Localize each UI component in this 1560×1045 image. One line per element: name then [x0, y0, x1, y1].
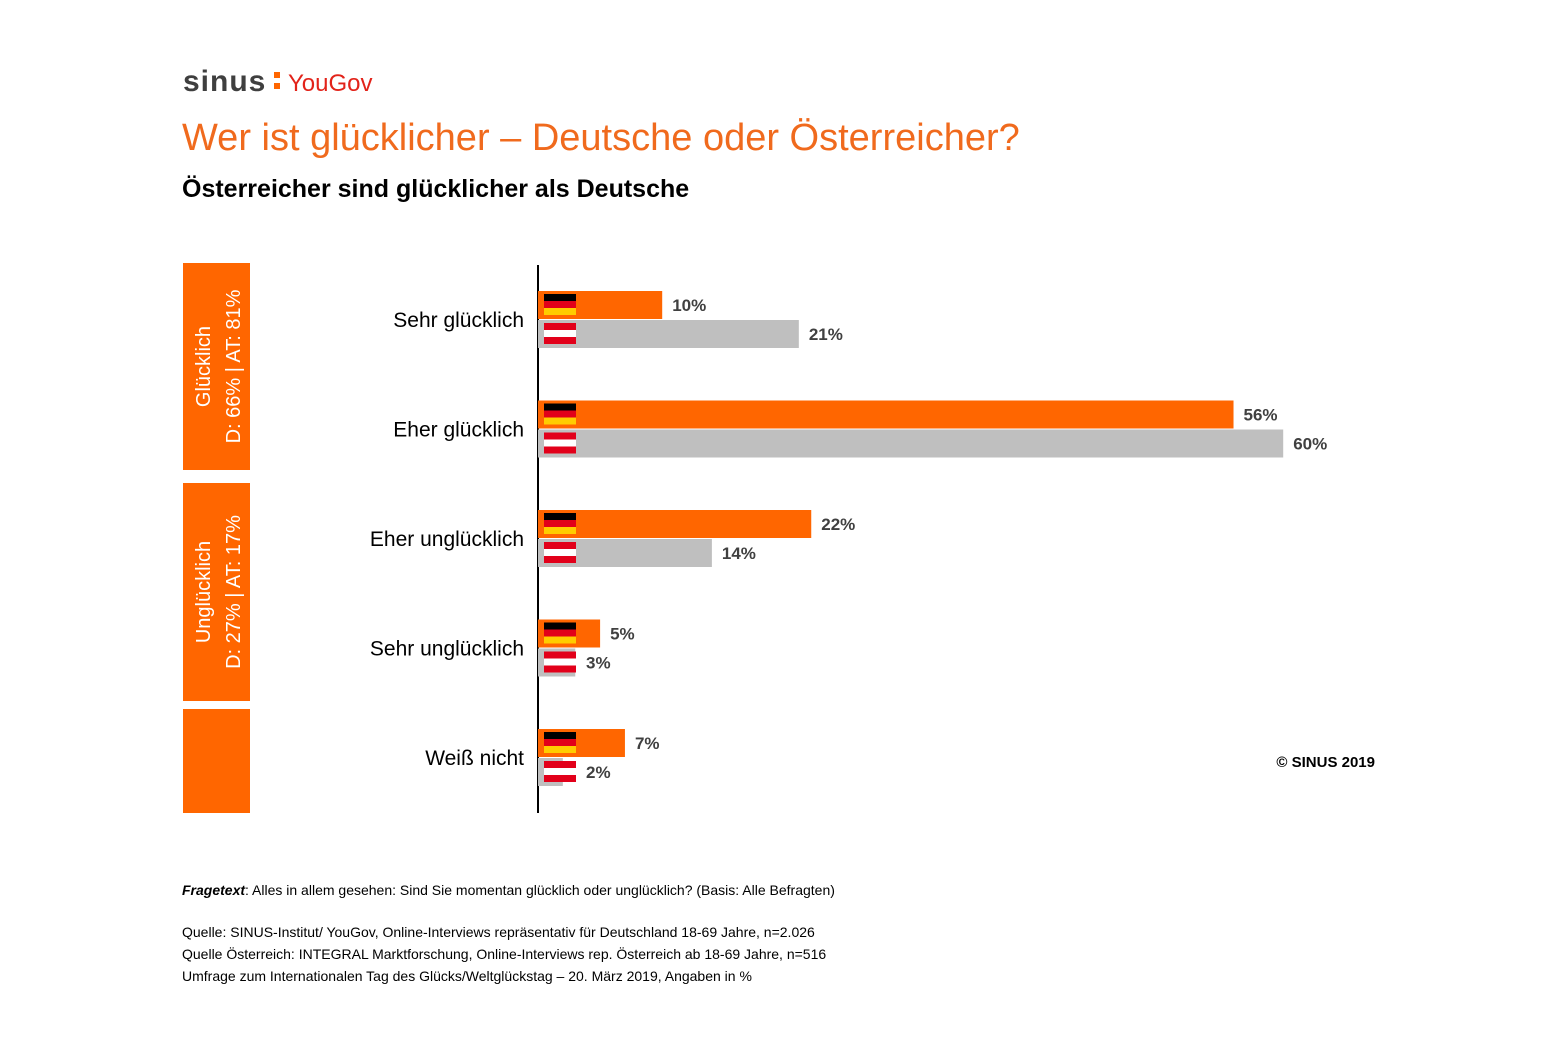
- footnote-question: Fragetext: Alles in allem gesehen: Sind …: [182, 882, 835, 898]
- flag-stripe: [544, 446, 576, 454]
- flag-stripe: [544, 417, 576, 425]
- flag-stripe: [544, 556, 576, 563]
- value-label: 10%: [672, 296, 706, 315]
- flag-stripe: [544, 746, 576, 753]
- value-label: 2%: [586, 763, 611, 782]
- flag-stripe: [544, 542, 576, 549]
- value-label: 22%: [821, 515, 855, 534]
- flag-stripe: [544, 439, 576, 447]
- flag-stripe: [544, 330, 576, 337]
- flag-stripe: [544, 629, 576, 637]
- flag-stripe: [544, 761, 576, 768]
- value-label: 21%: [809, 325, 843, 344]
- flag-stripe: [544, 775, 576, 782]
- logo-partner: YouGov: [288, 70, 373, 97]
- flag-stripe: [544, 665, 576, 673]
- flag-stripe: [544, 732, 576, 739]
- footnote-source: Quelle: SINUS-Institut/ YouGov, Online-I…: [182, 924, 815, 940]
- category-label: Weiß nicht: [425, 747, 524, 770]
- chart-title: Wer ist glücklicher – Deutsche oder Öste…: [182, 117, 1020, 159]
- question-text: : Alles in allem gesehen: Sind Sie momen…: [245, 882, 835, 898]
- flag-stripe: [544, 622, 576, 630]
- flag-stripe: [544, 768, 576, 775]
- group-box: [183, 483, 250, 701]
- flag-stripe: [544, 520, 576, 527]
- flag-stripe: [544, 403, 576, 411]
- question-label: Fragetext: [182, 882, 246, 898]
- copyright: © SINUS 2019: [1276, 754, 1375, 771]
- logo-brand: sinus: [183, 65, 266, 98]
- category-label: Eher unglücklich: [370, 528, 524, 551]
- logo-dot: [274, 72, 280, 78]
- flag-stripe: [544, 337, 576, 344]
- flag-stripe: [544, 739, 576, 746]
- footnote-source: Quelle Österreich: INTEGRAL Marktforschu…: [182, 945, 826, 962]
- category-label: Sehr glücklich: [393, 309, 524, 332]
- value-label: 5%: [610, 625, 635, 644]
- group-sublabel: D: 66% | AT: 81%: [223, 289, 245, 443]
- flag-stripe: [544, 636, 576, 644]
- bar: [538, 429, 1284, 458]
- value-label: 56%: [1244, 406, 1278, 425]
- flag-stripe: [544, 432, 576, 440]
- value-label: 7%: [635, 734, 660, 753]
- bar: [538, 400, 1234, 429]
- flag-stripe: [544, 549, 576, 556]
- flag-stripe: [544, 658, 576, 666]
- group-box: [183, 263, 250, 470]
- bar: [538, 510, 812, 538]
- group-sublabel: D: 27% | AT: 17%: [223, 515, 245, 669]
- flag-stripe: [544, 301, 576, 308]
- footnote-source: Umfrage zum Internationalen Tag des Glüc…: [182, 968, 752, 984]
- category-label: Eher glücklich: [393, 419, 524, 442]
- value-label: 14%: [722, 544, 756, 563]
- flag-stripe: [544, 527, 576, 534]
- bar: [538, 320, 799, 348]
- flag-stripe: [544, 308, 576, 315]
- logo-dot: [274, 83, 280, 89]
- group-box: [183, 709, 250, 813]
- flag-stripe: [544, 294, 576, 301]
- flag-stripe: [544, 651, 576, 659]
- category-label: Sehr unglücklich: [370, 638, 524, 661]
- value-label: 3%: [586, 654, 611, 673]
- flag-stripe: [544, 410, 576, 418]
- chart-subtitle: Österreicher sind glücklicher als Deutsc…: [182, 174, 689, 203]
- group-label: Glücklich: [193, 326, 215, 407]
- flag-stripe: [544, 323, 576, 330]
- flag-stripe: [544, 513, 576, 520]
- group-label: Unglücklich: [193, 541, 215, 643]
- value-label: 60%: [1293, 435, 1327, 454]
